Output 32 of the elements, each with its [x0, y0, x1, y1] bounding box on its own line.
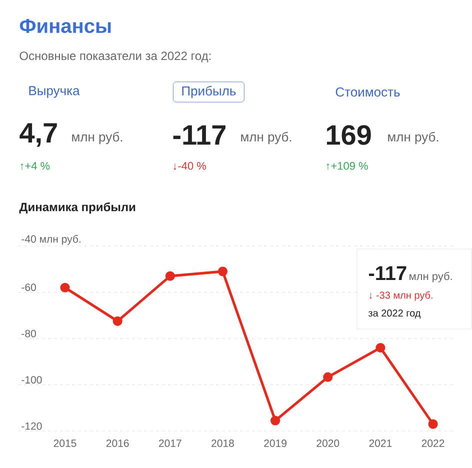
text: -117	[173, 125, 226, 145]
y-tick-label: -100	[22, 376, 42, 384]
annotation: за 2022 год	[368, 310, 421, 318]
text: Финансы	[20, 18, 111, 34]
annotation: млн руб.	[410, 272, 452, 282]
text: ↑+4 %	[20, 162, 50, 170]
text: Прибыль	[182, 86, 236, 98]
x-tick-label: 2018	[212, 440, 234, 447]
y-tick-label: -40 млн руб.	[22, 234, 80, 245]
x-tick-label: 2016	[106, 440, 129, 447]
text: 169	[326, 125, 371, 145]
text: ↓-40 %	[174, 162, 206, 170]
y-tick-label: -80	[22, 330, 36, 338]
x-tick-label: 2020	[316, 440, 340, 447]
x-tick-label: 2022	[422, 440, 444, 447]
x-tick-label: 2017	[159, 440, 182, 447]
text: Основные показатели за 2022 год:	[20, 52, 211, 62]
text: млн руб.	[72, 132, 122, 144]
y-tick-label: -60	[22, 284, 36, 292]
text: 4,7	[20, 123, 57, 147]
text: млн руб.	[388, 132, 438, 144]
y-tick-label: -120	[22, 422, 42, 430]
x-tick-label: 2015	[54, 440, 76, 447]
text: млн руб.	[241, 132, 292, 144]
chart-title: Динамика прибыли	[19, 202, 136, 214]
x-tick-label: 2021	[369, 440, 392, 447]
x-tick-label: 2019	[264, 440, 286, 447]
text: ↑+109 %	[326, 162, 368, 170]
text: Стоимость	[336, 87, 400, 97]
text: Выручка	[29, 86, 80, 98]
annotation: -117	[368, 266, 406, 280]
annotation: ↓ -33 млн руб.	[370, 291, 432, 301]
